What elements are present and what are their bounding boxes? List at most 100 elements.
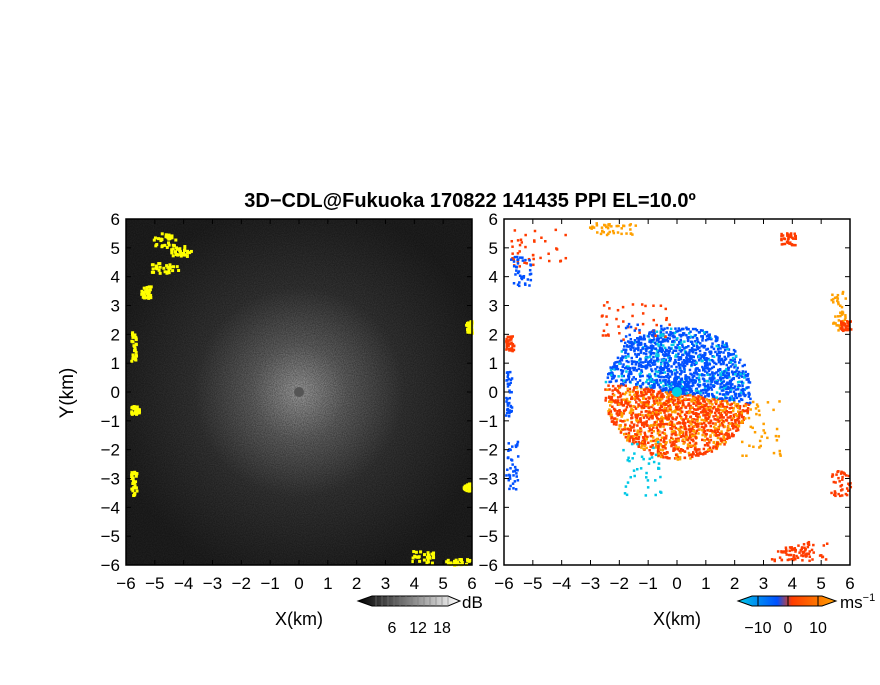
velocity-pixel (654, 347, 658, 350)
velocity-pixel (704, 452, 707, 455)
velocity-pixel (620, 227, 623, 230)
velocity-pixel (605, 225, 608, 229)
velocity-pixel (616, 396, 620, 399)
velocity-pixel (664, 441, 667, 445)
velocity-pixel (677, 346, 680, 349)
velocity-pixel (620, 339, 623, 343)
highlight-pixel (160, 245, 164, 249)
velocity-pixel (704, 432, 707, 436)
velocity-pixel (693, 443, 697, 446)
velocity-pixel (741, 364, 744, 368)
velocity-pixel (679, 409, 682, 413)
velocity-pixel (702, 421, 706, 425)
velocity-pixel (684, 426, 687, 429)
velocity-pixel (715, 396, 718, 399)
velocity-pixel (670, 373, 674, 376)
velocity-pixel (505, 411, 509, 415)
velocity-pixel (607, 334, 610, 337)
velocity-pixel (685, 435, 688, 439)
velocity-pixel (605, 323, 609, 326)
velocity-pixel (741, 454, 744, 457)
velocity-pixel (747, 392, 750, 395)
highlight-pixel (167, 233, 171, 237)
velocity-pixel (528, 259, 531, 262)
x-tick-label: 3 (381, 574, 390, 593)
highlight-pixel (151, 267, 155, 271)
velocity-pixel (839, 314, 842, 318)
velocity-pixel (662, 456, 665, 459)
velocity-pixel (659, 367, 663, 371)
velocity-pixel (758, 446, 761, 449)
velocity-pixel (667, 346, 671, 349)
velocity-pixel (718, 397, 721, 400)
velocity-pixel (681, 364, 685, 367)
velocity-pixel (634, 407, 638, 410)
velocity-pixel (638, 399, 641, 402)
velocity-pixel (729, 358, 732, 362)
velocity-pixel (632, 367, 636, 370)
velocity-pixel (727, 411, 730, 414)
velocity-pixel (707, 405, 710, 409)
velocity-pixel (665, 375, 668, 378)
velocity-pixel (628, 459, 631, 463)
velocity-pixel (621, 370, 624, 374)
velocity-pixel (508, 477, 512, 480)
velocity-pixel (634, 363, 638, 366)
velocity-pixel (709, 448, 713, 452)
velocity-pixel (681, 401, 685, 405)
highlight-pixel (186, 249, 190, 253)
velocity-pixel (790, 243, 794, 247)
velocity-pixel (639, 419, 642, 422)
velocity-pixel (718, 420, 721, 423)
velocity-pixel (663, 422, 666, 426)
velocity-pixel (682, 365, 686, 369)
velocity-pixel (703, 384, 707, 388)
highlight-pixel (456, 560, 460, 564)
velocity-pixel (714, 414, 718, 417)
velocity-pixel (625, 405, 629, 409)
velocity-pixel (706, 448, 710, 451)
velocity-pixel (671, 424, 674, 428)
velocity-pixel (662, 358, 666, 362)
velocity-pixel (710, 377, 714, 380)
velocity-pixel (679, 357, 682, 361)
velocity-pixel (621, 382, 624, 386)
velocity-pixel (778, 400, 781, 403)
velocity-pixel (669, 332, 673, 335)
velocity-pixel (516, 468, 519, 472)
velocity-pixel (674, 426, 677, 430)
velocity-pixel (840, 483, 844, 487)
velocity-pixel (698, 396, 702, 399)
velocity-pixel (800, 554, 803, 557)
velocity-pixel (660, 398, 663, 401)
velocity-pixel (674, 381, 677, 384)
velocity-pixel (762, 422, 765, 426)
velocity-pixel (659, 491, 663, 494)
velocity-pixel (731, 387, 734, 390)
highlight-pixel (132, 481, 136, 485)
velocity-pixel (718, 368, 722, 371)
velocity-pixel (715, 443, 719, 446)
velocity-pixel (688, 332, 691, 335)
velocity-pixel (629, 348, 633, 351)
velocity-pixel (702, 447, 706, 451)
velocity-pixel (602, 329, 606, 333)
velocity-pixel (629, 424, 632, 427)
velocity-pixel (740, 388, 743, 392)
velocity-pixel (632, 376, 635, 379)
velocity-pixel (656, 357, 659, 360)
velocity-pixel (849, 328, 853, 331)
velocity-colorbar-bar (736, 595, 838, 607)
velocity-pixel (737, 384, 740, 387)
velocity-pixel (642, 436, 645, 440)
velocity-pixel (635, 369, 638, 372)
velocity-pixel (697, 402, 700, 405)
velocity-pixel (710, 337, 713, 341)
x-tick-label: −6 (116, 574, 135, 593)
velocity-pixel (703, 382, 706, 386)
velocity-pixel (680, 435, 683, 438)
highlight-pixel (413, 554, 417, 558)
velocity-pixel (609, 366, 612, 369)
velocity-pixel (689, 398, 693, 402)
velocity-pixel (680, 448, 683, 451)
